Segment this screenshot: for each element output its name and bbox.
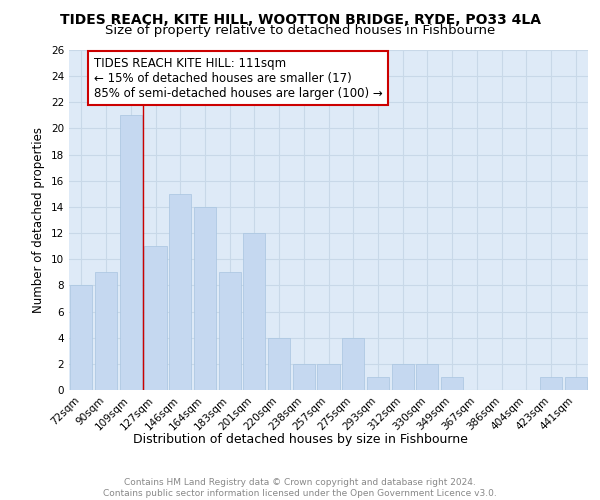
Text: Size of property relative to detached houses in Fishbourne: Size of property relative to detached ho… xyxy=(105,24,495,37)
Bar xyxy=(441,377,463,390)
Bar xyxy=(392,364,414,390)
Bar xyxy=(145,246,167,390)
Text: Distribution of detached houses by size in Fishbourne: Distribution of detached houses by size … xyxy=(133,432,467,446)
Bar xyxy=(293,364,315,390)
Bar xyxy=(416,364,439,390)
Text: TIDES REACH KITE HILL: 111sqm
← 15% of detached houses are smaller (17)
85% of s: TIDES REACH KITE HILL: 111sqm ← 15% of d… xyxy=(94,56,382,100)
Bar xyxy=(565,377,587,390)
Text: TIDES REACH, KITE HILL, WOOTTON BRIDGE, RYDE, PO33 4LA: TIDES REACH, KITE HILL, WOOTTON BRIDGE, … xyxy=(59,12,541,26)
Bar xyxy=(367,377,389,390)
Bar xyxy=(342,338,364,390)
Bar xyxy=(70,286,92,390)
Bar xyxy=(218,272,241,390)
Bar xyxy=(540,377,562,390)
Bar xyxy=(317,364,340,390)
Bar xyxy=(95,272,117,390)
Text: Contains HM Land Registry data © Crown copyright and database right 2024.
Contai: Contains HM Land Registry data © Crown c… xyxy=(103,478,497,498)
Bar xyxy=(169,194,191,390)
Y-axis label: Number of detached properties: Number of detached properties xyxy=(32,127,46,313)
Bar xyxy=(243,233,265,390)
Bar xyxy=(268,338,290,390)
Bar xyxy=(119,116,142,390)
Bar xyxy=(194,207,216,390)
